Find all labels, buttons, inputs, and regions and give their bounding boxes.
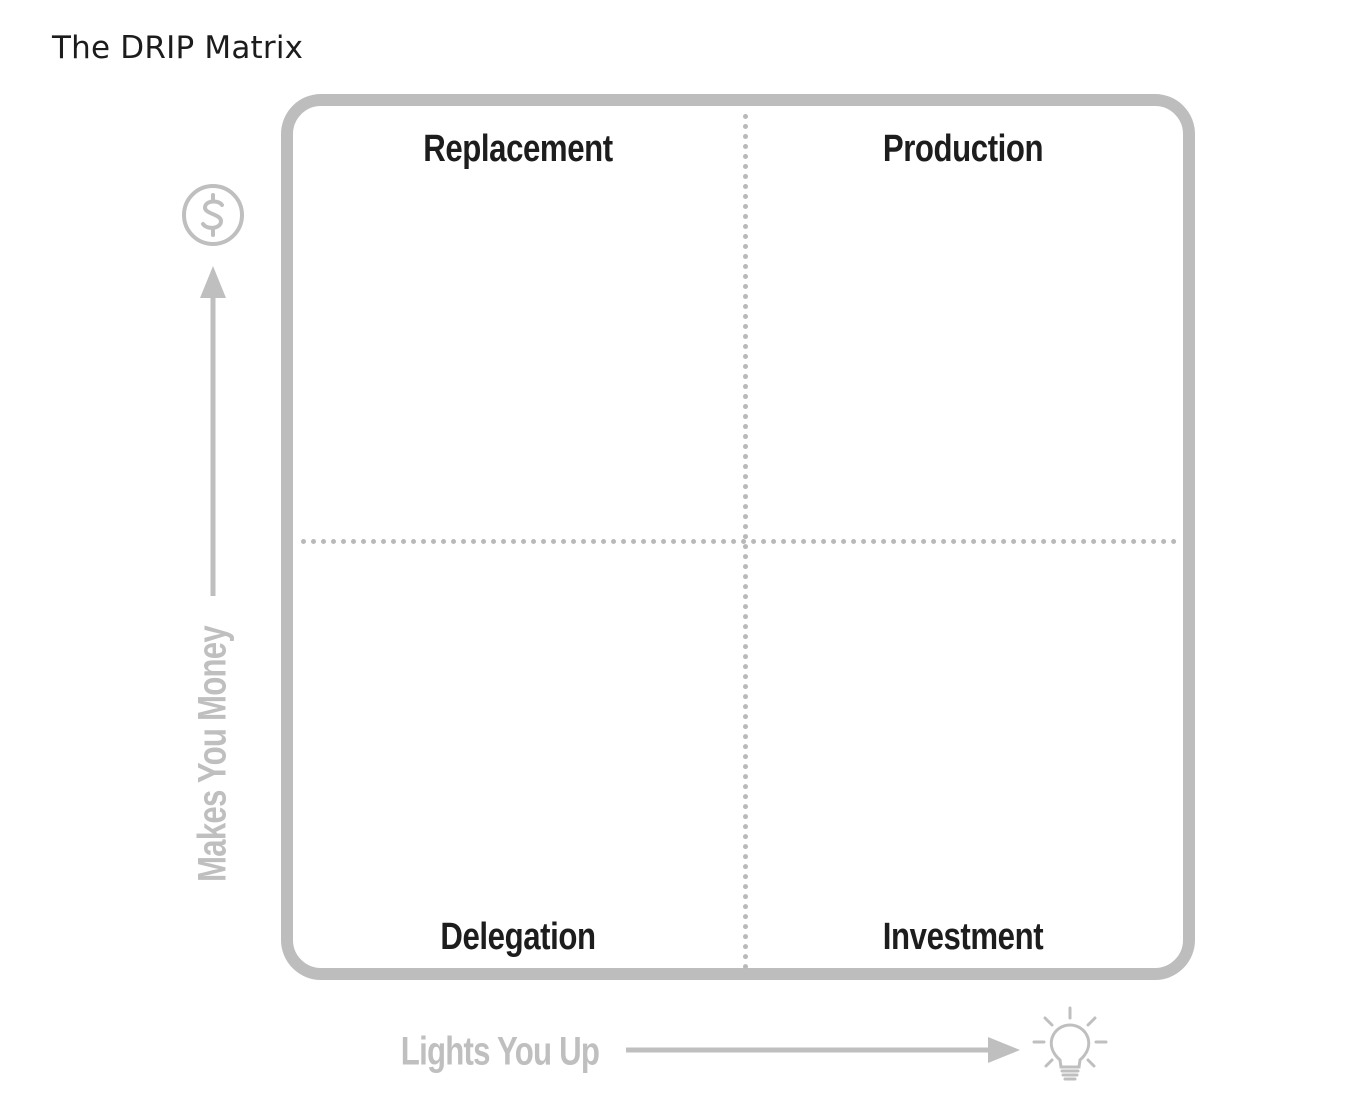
x-axis-label: Lights You Up bbox=[400, 1029, 600, 1074]
y-axis-label: Makes You Money bbox=[190, 626, 235, 882]
x-axis-arrow bbox=[626, 1037, 1020, 1063]
quadrant-investment: Investment bbox=[882, 916, 1044, 958]
lightbulb-icon bbox=[1032, 1006, 1108, 1081]
drip-matrix: Replacement Production Delegation Invest… bbox=[281, 94, 1195, 980]
y-axis-arrow bbox=[200, 266, 226, 596]
quadrant-delegation: Delegation bbox=[440, 916, 596, 958]
quadrant-production: Production bbox=[882, 128, 1044, 170]
dollar-icon bbox=[182, 184, 244, 246]
horizontal-divider bbox=[301, 539, 1177, 544]
page-title: The DRIP Matrix bbox=[52, 30, 304, 66]
quadrant-replacement: Replacement bbox=[423, 128, 613, 170]
